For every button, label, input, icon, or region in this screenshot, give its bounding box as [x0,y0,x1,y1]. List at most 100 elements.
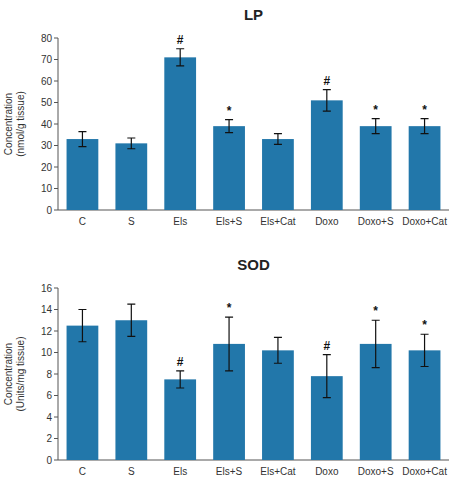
x-tick-label: Els+Cat [260,466,296,477]
y-tick-label: 6 [46,390,52,401]
x-tick-label: Doxo [315,216,339,227]
y-tick-label: 50 [41,97,53,108]
error-bar [127,304,135,336]
y-tick [54,395,58,396]
y-tick [54,309,58,310]
y-tick [54,352,58,353]
error-bar [78,310,86,342]
error-bar [421,334,429,366]
bar [164,379,196,460]
error-bar [176,371,184,388]
y-axis-label: Concentration(nmol/g tissue) [3,91,26,157]
y-tick-label: 10 [41,183,53,194]
annotation: * [422,318,427,332]
x-tick-label: Els+S [216,466,243,477]
y-tick [54,124,58,125]
y-tick [54,81,58,82]
bar [409,126,441,210]
x-tick-label: S [128,466,135,477]
title: LP [244,6,263,23]
title: SOD [237,256,270,273]
bar [115,320,147,460]
y-tick-label: 40 [41,119,53,130]
error-bar [421,119,429,134]
y-tick [54,188,58,189]
annotation: * [227,104,232,118]
error-bar [127,138,135,149]
y-tick [54,167,58,168]
x-tick-label: Els+Cat [260,216,296,227]
x-tick-label: C [79,466,86,477]
panel: SODConcentration(Units/mg tissue)0246810… [3,256,449,477]
y-tick [54,438,58,439]
annotation: # [323,74,330,88]
x-tick-label: Els+S [216,216,243,227]
error-bar [225,317,233,371]
y-tick [54,374,58,375]
x-tick-label: Els [173,216,187,227]
y-tick-label: 0 [46,205,52,216]
error-bar [225,120,233,133]
y-axis-label: Concentration(Units/mg tissue) [3,336,26,411]
x-tick-label: Doxo+S [358,466,394,477]
y-tick-label: 20 [41,162,53,173]
bar [164,57,196,210]
y-tick-label: 60 [41,76,53,87]
figure: LPConcentration(nmol/g tissue)0102030405… [0,0,455,500]
bar [67,326,99,460]
bar [262,350,294,460]
marks [67,49,441,210]
y-tick [54,460,58,461]
panel: LP Concentration(nmol/g tissue) 0 10 20 30 40 5… [3,6,449,227]
y-tick [54,145,58,146]
x-tick-label: Doxo+Cat [402,216,447,227]
y-tick-label: 70 [41,54,53,65]
x-tick-label: C [79,216,86,227]
y-tick [54,38,58,39]
y-tick-label: 80 [41,33,53,44]
y-tick-label: 2 [46,433,52,444]
bar [262,139,294,210]
bar [360,126,392,210]
y-axis-line [58,38,59,210]
x-tick-label: Doxo+Cat [402,466,447,477]
y-tick [54,288,58,289]
annotation: * [373,103,378,117]
annotation: * [422,103,427,117]
x-tick-label: Doxo [315,466,339,477]
bar [67,139,99,210]
error-bar [323,90,331,112]
y-tick [54,210,58,211]
annotation: * [373,304,378,318]
annotation: # [323,339,330,353]
error-bar [78,132,86,147]
y-tick-label: 16 [41,283,53,294]
x-tick-label: Els [173,466,187,477]
y-tick-label: 10 [41,347,53,358]
x-tick-label: S [128,216,135,227]
bar [213,126,245,210]
error-bar [372,119,380,134]
y-tick [54,59,58,60]
y-tick-label: 30 [41,140,53,151]
error-bar [372,320,380,367]
annotation: # [177,355,184,369]
y-axis-line [58,288,59,460]
y-tick-label: 12 [41,326,53,337]
y-tick [54,331,58,332]
marks [67,304,441,460]
y-tick-label: 0 [46,455,52,466]
error-bar [274,337,282,363]
annotation: # [177,33,184,47]
y-tick-label: 4 [46,412,52,423]
y-tick [54,102,58,103]
y-tick-label: 14 [41,304,53,315]
x-tick-label: Doxo+S [358,216,394,227]
bar [311,100,343,210]
annotation: * [227,301,232,315]
y-tick [54,417,58,418]
error-bar [274,134,282,145]
error-bar [176,49,184,66]
bar [115,143,147,210]
error-bar [323,355,331,398]
